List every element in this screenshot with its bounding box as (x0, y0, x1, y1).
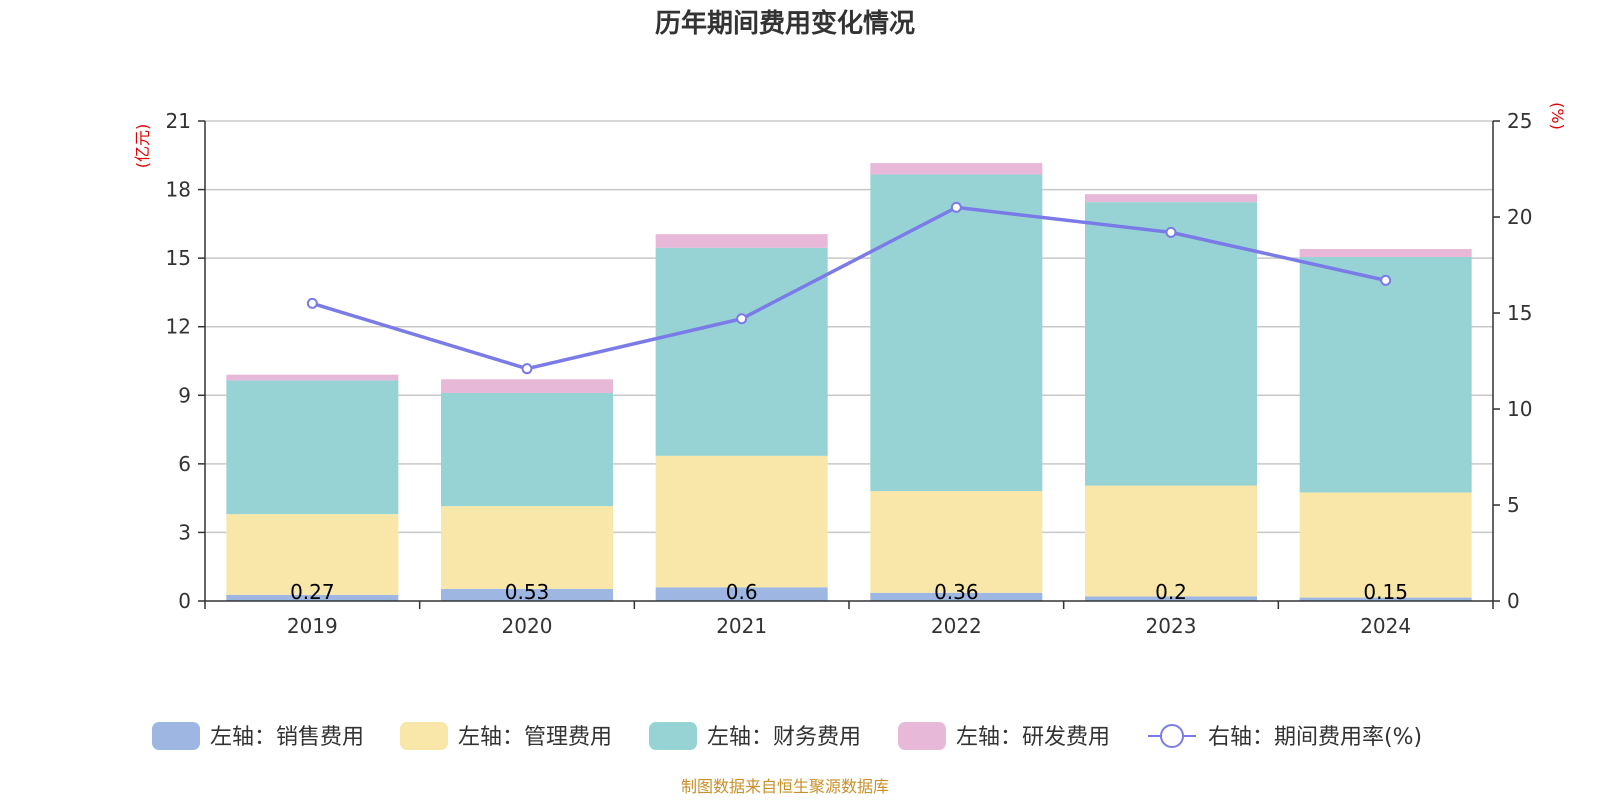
rate-point-2021 (736, 313, 748, 325)
left-axis-unit: (亿元) (133, 124, 152, 169)
right-axis-tick-label: 10 (1507, 397, 1532, 421)
x-axis-tick-label: 2019 (287, 614, 338, 638)
bar-1-2021 (655, 587, 828, 601)
rate-point-2020 (521, 363, 533, 375)
rate-point-2019 (306, 297, 318, 309)
left-axis-tick-label: 9 (178, 383, 191, 407)
right-axis-tick-label: 25 (1507, 109, 1532, 133)
x-axis-tick-label: 2022 (931, 614, 982, 638)
bar-4-2021 (655, 234, 828, 248)
left-axis-tick-label: 18 (166, 178, 191, 202)
bar-2-2020 (441, 506, 613, 589)
legend: 左轴：销售费用 左轴：管理费用 左轴：财务费用 左轴：研发费用 右轴：期间费用率(%) (152, 722, 1422, 750)
bar-3-2021 (655, 247, 828, 456)
legend-swatch (400, 722, 448, 750)
left-axis-tick-label: 0 (178, 589, 191, 613)
left-axis-tick-label: 15 (166, 246, 191, 270)
bar-value-label: 0.27 (290, 580, 335, 604)
right-axis-tick-label: 5 (1507, 493, 1520, 517)
legend-marker (1160, 724, 1184, 748)
bar-value-label: 0.6 (726, 580, 758, 604)
left-axis-tick-label: 6 (178, 452, 191, 476)
bar-value-label: 0.53 (505, 580, 550, 604)
rate-line (311, 205, 1387, 371)
left-axis-tick-label: 3 (178, 520, 191, 544)
legend-label: 左轴：管理费用 (458, 725, 612, 750)
bar-2-2019 (226, 514, 399, 595)
rate-point-2024 (1380, 274, 1392, 286)
right-axis-tick-label: 0 (1507, 589, 1520, 613)
grid-lines (205, 120, 1493, 534)
bar-3-2019 (226, 380, 399, 515)
bar-2-2022 (870, 491, 1043, 593)
bar-value-label: 0.2 (1155, 580, 1187, 604)
legend-label: 左轴：财务费用 (707, 725, 861, 750)
bar-labels-group: 0.27 0.53 0.6 0.36 0.2 0.15 (290, 580, 1408, 604)
legend-swatch (649, 722, 697, 750)
bar-4-2020 (441, 379, 613, 393)
bar-1-2020 (441, 588, 613, 601)
legend-swatch (152, 722, 200, 750)
x-axis-tick-label: 2020 (502, 614, 553, 638)
x-axis-tick-label: 2023 (1146, 614, 1197, 638)
bar-3-2024 (1299, 257, 1472, 493)
bar-3-2022 (870, 174, 1043, 492)
bar-4-2019 (226, 374, 399, 381)
left-axis-tick-label: 12 (166, 315, 191, 339)
right-axis-tick-label: 15 (1507, 301, 1532, 325)
bars-group (226, 163, 1472, 601)
rate-point-2023 (1165, 226, 1177, 238)
legend-label: 左轴：销售费用 (210, 725, 364, 750)
chart-title: 历年期间费用变化情况 (655, 8, 915, 39)
legend-label: 右轴：期间费用率(%) (1208, 725, 1422, 750)
bar-2-2021 (655, 455, 828, 588)
bar-4-2022 (870, 163, 1043, 175)
bar-value-label: 0.15 (1363, 580, 1408, 604)
bar-4-2023 (1085, 194, 1257, 203)
line-series-group (306, 201, 1392, 375)
bar-2-2024 (1299, 492, 1472, 598)
bar-3-2020 (441, 393, 613, 507)
bar-2-2023 (1085, 485, 1257, 597)
x-axis-tick-label: 2021 (716, 614, 767, 638)
axes-group: 0 3 6 9 12 15 18 21 0 5 10 15 20 25 2019 2020 2021 2022 20… (166, 109, 1533, 638)
legend-swatch (898, 722, 946, 750)
x-axis-tick-label: 2024 (1360, 614, 1411, 638)
bar-3-2023 (1085, 202, 1257, 486)
rate-point-2022 (950, 201, 962, 213)
bar-1-2019 (226, 594, 399, 601)
bar-1-2023 (1085, 596, 1257, 601)
right-axis-unit: (%) (1548, 102, 1567, 130)
bar-1-2024 (1299, 597, 1472, 601)
source-note: 制图数据来自恒生聚源数据库 (681, 777, 889, 796)
bar-1-2022 (870, 592, 1043, 601)
bar-4-2024 (1299, 249, 1472, 257)
legend-label: 左轴：研发费用 (956, 725, 1110, 750)
left-axis-tick-label: 21 (166, 109, 191, 133)
right-axis-tick-label: 20 (1507, 205, 1532, 229)
bar-value-label: 0.36 (934, 580, 979, 604)
